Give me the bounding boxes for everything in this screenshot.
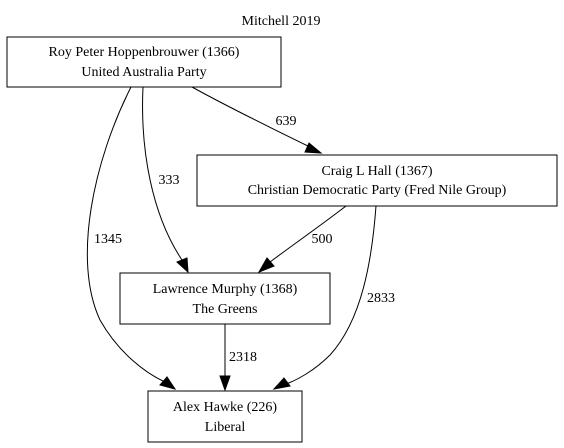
node-name: Lawrence Murphy (1368) <box>153 282 298 297</box>
edge-label: 639 <box>276 114 297 129</box>
node-party: United Australia Party <box>81 65 206 80</box>
node-name: Craig L Hall (1367) <box>321 164 432 179</box>
edge-murphy-to-hawke: 2318 <box>219 324 257 392</box>
node-party: The Greens <box>193 302 258 317</box>
edge-label: 333 <box>159 173 180 188</box>
edge-label: 500 <box>312 232 333 247</box>
edge-label: 1345 <box>94 232 122 247</box>
node-hoppenbrouwer: Roy Peter Hoppenbrouwer (1366) United Au… <box>6 36 282 88</box>
node-name: Alex Hawke (226) <box>173 400 278 415</box>
edge-hoppenbrouwer-to-hawke: 1345 <box>86 86 177 390</box>
node-party: Christian Democratic Party (Fred Nile Gr… <box>248 183 507 198</box>
node-murphy: Lawrence Murphy (1368) The Greens <box>119 272 331 325</box>
edge-hall-to-hawke: 2833 <box>272 205 395 390</box>
diagram-title: Mitchell 2019 <box>242 14 321 29</box>
node-hall: Craig L Hall (1367) Christian Democratic… <box>196 154 558 207</box>
node-party: Liberal <box>205 420 246 435</box>
edge-label: 2833 <box>367 291 395 306</box>
node-name: Roy Peter Hoppenbrouwer (1366) <box>49 45 240 60</box>
edge-hoppenbrouwer-to-hall: 639 <box>191 86 323 154</box>
node-hawke: Alex Hawke (226) Liberal <box>147 390 303 443</box>
edge-hoppenbrouwer-to-murphy: 333 <box>142 86 189 274</box>
edge-label: 2318 <box>229 350 257 365</box>
edge-hall-to-murphy: 500 <box>257 205 347 273</box>
